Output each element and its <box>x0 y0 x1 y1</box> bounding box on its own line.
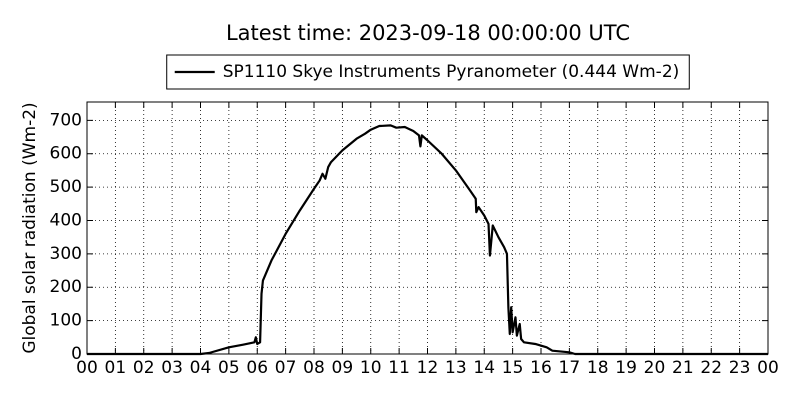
x-tick-label: 05 <box>218 358 240 378</box>
x-tick-label: 00 <box>757 358 779 378</box>
x-tick-label: 12 <box>417 358 439 378</box>
x-tick-label: 06 <box>246 358 268 378</box>
y-tick-label: 100 <box>50 311 82 331</box>
y-tick-label: 300 <box>50 244 82 264</box>
x-tick-label: 01 <box>105 358 127 378</box>
x-tick-label: 15 <box>502 358 524 378</box>
x-tick-label: 10 <box>360 358 382 378</box>
y-tick-label: 0 <box>71 344 82 364</box>
x-tick-label: 00 <box>76 358 98 378</box>
chart-title: Latest time: 2023-09-18 00:00:00 UTC <box>226 21 630 45</box>
x-tick-label: 17 <box>559 358 581 378</box>
legend-label: SP1110 Skye Instruments Pyranometer (0.4… <box>223 62 680 82</box>
x-tick-label: 11 <box>388 358 410 378</box>
x-tick-label: 20 <box>644 358 666 378</box>
x-tick-label: 16 <box>530 358 552 378</box>
x-tick-label: 02 <box>133 358 155 378</box>
y-tick-label: 500 <box>50 177 82 197</box>
data-line <box>87 124 768 356</box>
legend-box <box>166 54 690 90</box>
y-axis-label: Global solar radiation (Wm-2) <box>20 102 40 353</box>
x-tick-label: 21 <box>672 358 694 378</box>
x-tick-label: 22 <box>700 358 722 378</box>
y-tick-label: 400 <box>50 210 82 230</box>
x-tick-label: 09 <box>332 358 354 378</box>
x-tick-label: 13 <box>445 358 467 378</box>
x-tick-label: 03 <box>161 358 183 378</box>
x-tick-label: 23 <box>729 358 751 378</box>
x-tick-label: 19 <box>615 358 637 378</box>
plot-frame <box>86 101 769 355</box>
x-tick-label: 08 <box>303 358 325 378</box>
x-tick-label: 14 <box>473 358 495 378</box>
y-tick-label: 200 <box>50 277 82 297</box>
y-tick-label: 700 <box>50 110 82 130</box>
x-tick-label: 18 <box>587 358 609 378</box>
x-tick-label: 04 <box>190 358 212 378</box>
y-tick-label: 600 <box>50 144 82 164</box>
x-tick-label: 07 <box>275 358 297 378</box>
